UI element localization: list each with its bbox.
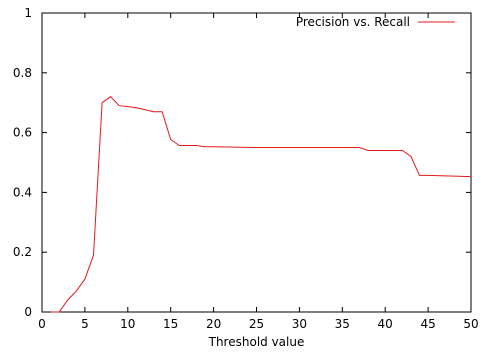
y-tick-label: 0 [24, 305, 32, 319]
x-axis-title: Threshold value [208, 335, 305, 349]
series-line-0 [50, 96, 472, 313]
x-tick-label: 20 [206, 317, 221, 331]
x-tick-label: 0 [38, 317, 46, 331]
x-tick-label: 45 [420, 317, 435, 331]
y-tick-label: 0.6 [13, 126, 32, 140]
legend-label: Precision vs. Recall [296, 15, 410, 29]
y-tick-label: 1 [24, 6, 32, 20]
plot-frame [41, 12, 472, 313]
x-tick-label: 30 [292, 317, 307, 331]
series-lines [50, 96, 472, 313]
x-tick-label: 25 [249, 317, 264, 331]
legend: Precision vs. Recall [296, 15, 455, 29]
x-tick-label: 40 [378, 317, 393, 331]
ticks [41, 12, 472, 313]
x-tick-label: 35 [335, 317, 350, 331]
y-tick-label: 0.4 [13, 185, 32, 199]
x-tick-label: 5 [81, 317, 89, 331]
tick-labels: 0 5 10 15 20 25 30 35 40 45 50 0 0.2 0.4 0.6 0.8 1 [13, 6, 479, 331]
x-tick-label: 15 [163, 317, 178, 331]
x-tick-label: 50 [463, 317, 478, 331]
y-tick-label: 0.2 [13, 245, 32, 259]
x-tick-label: 10 [120, 317, 135, 331]
y-tick-label: 0.8 [13, 66, 32, 80]
